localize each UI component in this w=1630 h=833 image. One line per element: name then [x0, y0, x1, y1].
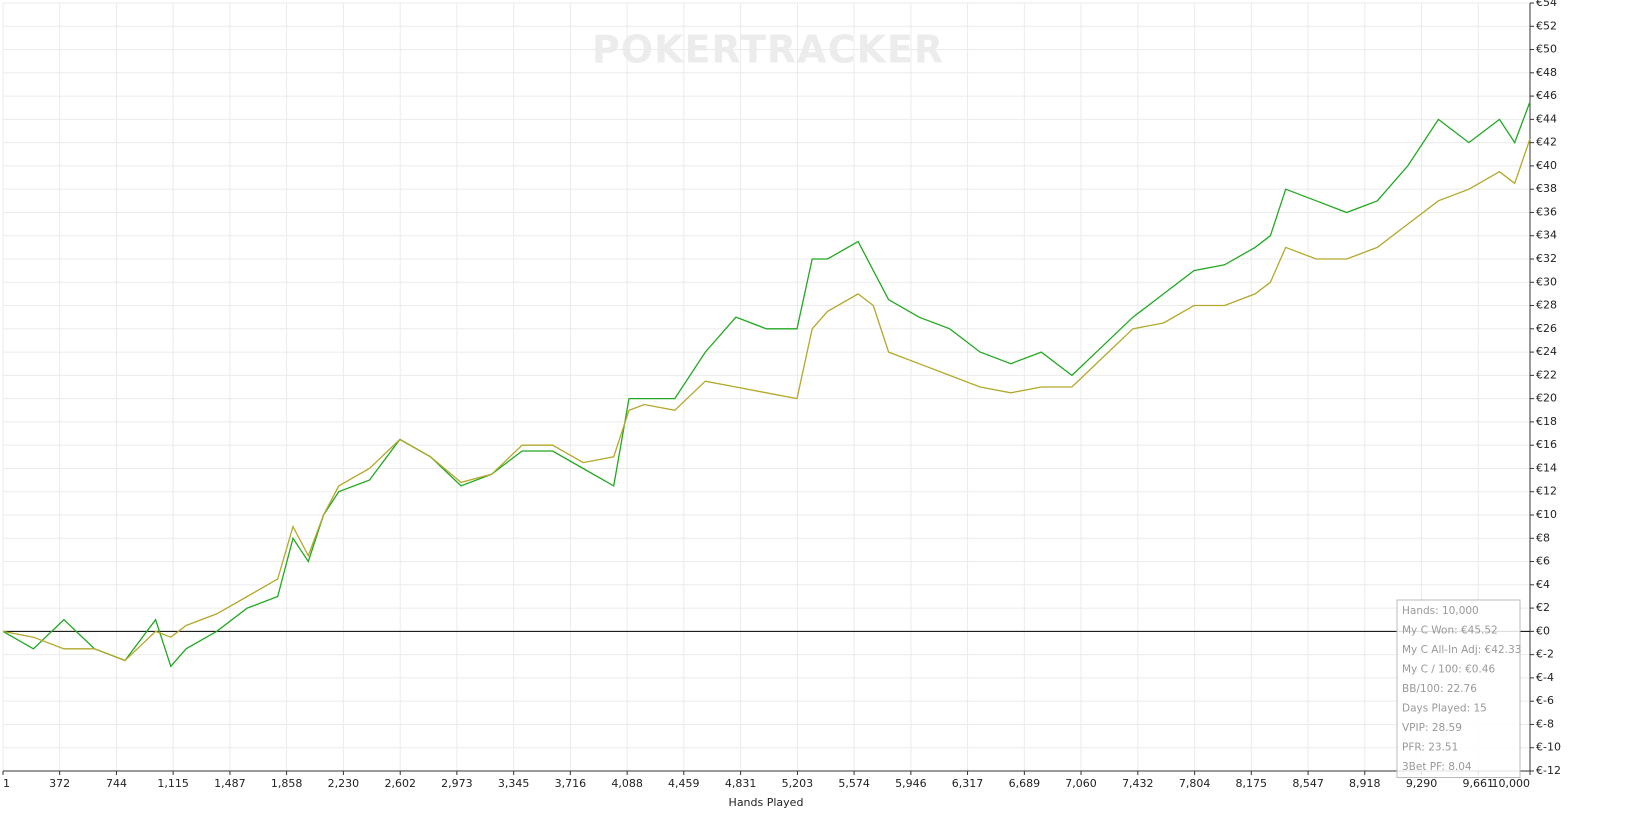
y-tick-label: €2	[1536, 601, 1550, 614]
x-tick-label: 2,602	[384, 777, 416, 790]
y-tick-label: €16	[1536, 438, 1557, 451]
y-tick-label: €6	[1536, 555, 1550, 568]
x-tick-label: 7,804	[1179, 777, 1211, 790]
y-tick-label: €14	[1536, 461, 1557, 474]
x-tick-label: 1	[3, 777, 10, 790]
x-tick-label: 7,432	[1122, 777, 1154, 790]
x-tick-label: 8,547	[1292, 777, 1324, 790]
x-tick-label: 8,175	[1236, 777, 1268, 790]
y-tick-label: €48	[1536, 66, 1557, 79]
x-tick-label: 2,973	[441, 777, 473, 790]
y-tick-label: €44	[1536, 112, 1557, 125]
y-tick-label: €40	[1536, 159, 1557, 172]
x-tick-label: 372	[49, 777, 70, 790]
x-tick-label: 2,230	[328, 777, 360, 790]
x-tick-label: 5,574	[838, 777, 870, 790]
y-tick-label: €30	[1536, 275, 1557, 288]
x-axis-label: Hands Played	[729, 796, 804, 809]
y-tick-label: €38	[1536, 182, 1557, 195]
y-tick-label: €36	[1536, 205, 1557, 218]
y-tick-label: €26	[1536, 322, 1557, 335]
x-tick-label: 3,716	[555, 777, 587, 790]
y-tick-label: €-10	[1536, 741, 1561, 754]
y-tick-label: €8	[1536, 531, 1550, 544]
stat-line: My C Won: €45.52	[1402, 625, 1498, 637]
stat-line: 3Bet PF: 8.04	[1402, 761, 1472, 773]
y-tick-label: €54	[1536, 0, 1557, 9]
x-tick-label: 9,290	[1406, 777, 1438, 790]
stat-line: My C All-In Adj: €42.33	[1402, 644, 1521, 656]
y-tick-label: €52	[1536, 19, 1557, 32]
x-tick-label: 6,317	[952, 777, 984, 790]
x-tick-label: 1,858	[271, 777, 303, 790]
stat-line: Days Played: 15	[1402, 703, 1487, 715]
x-tick-label: 7,060	[1065, 777, 1097, 790]
y-tick-label: €4	[1536, 578, 1550, 591]
x-tick-label: 8,918	[1349, 777, 1381, 790]
y-tick-label: €-4	[1536, 671, 1554, 684]
y-tick-label: €0	[1536, 624, 1550, 637]
stat-line: Hands: 10,000	[1402, 605, 1479, 617]
y-tick-label: €32	[1536, 252, 1557, 265]
y-tick-label: €-2	[1536, 648, 1554, 661]
y-tick-label: €18	[1536, 415, 1557, 428]
x-tick-label: 4,831	[725, 777, 757, 790]
y-tick-label: €12	[1536, 485, 1557, 498]
x-tick-label: 4,088	[611, 777, 643, 790]
stats-box	[1396, 599, 1521, 778]
y-tick-label: €-6	[1536, 694, 1554, 707]
series-line	[2, 138, 1531, 662]
stat-line: PFR: 23.51	[1402, 742, 1458, 754]
y-tick-label: €46	[1536, 89, 1557, 102]
x-tick-label: 10,000	[1492, 777, 1531, 790]
stat-line: My C / 100: €0.46	[1402, 664, 1495, 676]
x-tick-label: 5,203	[782, 777, 814, 790]
x-tick-label: 3,345	[498, 777, 530, 790]
y-tick-label: €42	[1536, 136, 1557, 149]
x-tick-label: 1,487	[214, 777, 246, 790]
x-tick-label: 4,459	[668, 777, 700, 790]
y-tick-label: €20	[1536, 392, 1557, 405]
y-tick-label: €-12	[1536, 764, 1561, 777]
x-tick-label: 5,946	[895, 777, 927, 790]
y-tick-label: €22	[1536, 368, 1557, 381]
y-tick-label: €34	[1536, 229, 1557, 242]
stat-line: BB/100: 22.76	[1402, 683, 1477, 695]
y-tick-label: €10	[1536, 508, 1557, 521]
x-tick-label: 744	[106, 777, 127, 790]
series-line	[2, 101, 1531, 668]
x-tick-label: 1,115	[157, 777, 189, 790]
y-tick-label: €28	[1536, 299, 1557, 312]
y-tick-label: €-8	[1536, 717, 1554, 730]
y-tick-label: €24	[1536, 345, 1557, 358]
stat-line: VPIP: 28.59	[1402, 722, 1462, 734]
x-tick-label: 9,661	[1462, 777, 1494, 790]
x-tick-label: 6,689	[1009, 777, 1041, 790]
y-tick-label: €50	[1536, 43, 1557, 56]
